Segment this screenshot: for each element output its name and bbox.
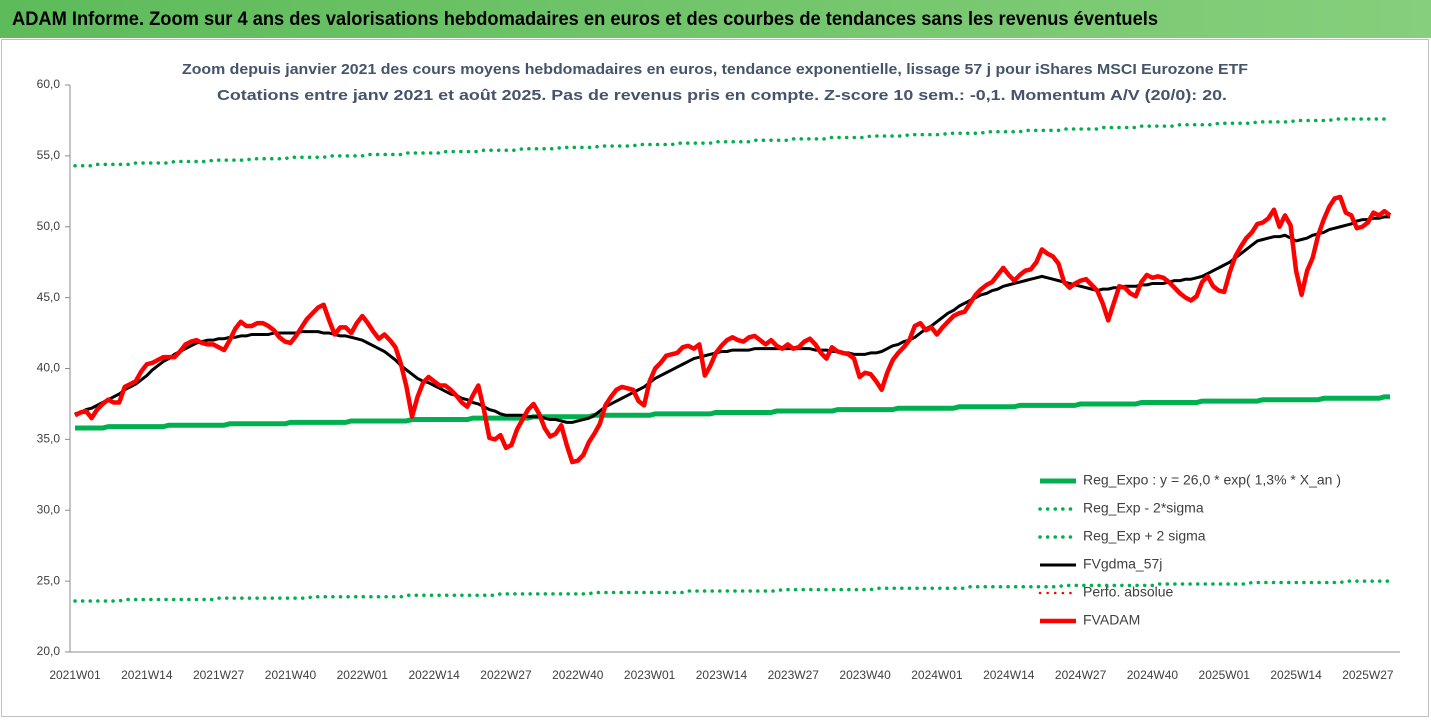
header-title: ADAM Informe. Zoom sur 4 ans des valoris… xyxy=(12,9,1158,30)
y-tick-label: 30,0 xyxy=(37,502,61,516)
series-line xyxy=(73,579,1392,603)
chart-title: Zoom depuis janvier 2021 des cours moyen… xyxy=(182,61,1248,78)
x-tick-label: 2025W01 xyxy=(1199,668,1251,682)
x-tick-label: 2025W27 xyxy=(1342,668,1394,682)
series-line xyxy=(73,194,1392,465)
x-tick-label: 2023W27 xyxy=(768,668,820,682)
x-tick-label: 2021W27 xyxy=(193,668,245,682)
x-tick-label: 2025W14 xyxy=(1270,668,1322,682)
y-tick-label: 55,0 xyxy=(37,148,61,162)
legend-label: FVgdma_57j xyxy=(1083,556,1162,572)
legend-label: Perfo. absolue xyxy=(1083,584,1173,600)
y-tick-label: 50,0 xyxy=(37,219,61,233)
x-tick-label: 2023W01 xyxy=(624,668,676,682)
legend-label: Reg_Exp - 2*sigma xyxy=(1083,500,1204,516)
x-tick-label: 2022W40 xyxy=(552,668,604,682)
legend-label: FVADAM xyxy=(1083,612,1140,628)
x-tick-label: 2022W27 xyxy=(480,668,532,682)
x-tick-label: 2021W01 xyxy=(49,668,101,682)
x-tick-label: 2024W14 xyxy=(983,668,1035,682)
x-tick-label: 2024W40 xyxy=(1127,668,1179,682)
y-tick-label: 35,0 xyxy=(37,432,61,446)
x-tick-label: 2022W14 xyxy=(408,668,460,682)
x-tick-label: 2024W27 xyxy=(1055,668,1107,682)
series-line xyxy=(73,117,1392,168)
y-tick-label: 20,0 xyxy=(37,644,61,658)
y-tick-label: 45,0 xyxy=(37,290,61,304)
x-tick-label: 2021W14 xyxy=(121,668,173,682)
y-tick-label: 25,0 xyxy=(37,573,61,587)
y-tick-label: 40,0 xyxy=(37,361,61,375)
legend-label: Reg_Expo : y = 26,0 * exp( 1,3% * X_an ) xyxy=(1083,472,1341,488)
y-tick-label: 60,0 xyxy=(37,77,61,91)
chart-frame xyxy=(1,39,1429,717)
x-tick-label: 2023W40 xyxy=(839,668,891,682)
x-tick-label: 2022W01 xyxy=(337,668,389,682)
series-line xyxy=(75,394,1390,431)
chart-subtitle: Cotations entre janv 2021 et août 2025. … xyxy=(217,87,1227,104)
legend-label: Reg_Exp + 2 sigma xyxy=(1083,528,1206,544)
x-tick-label: 2024W01 xyxy=(911,668,963,682)
header-banner xyxy=(0,0,1431,38)
x-tick-label: 2023W14 xyxy=(696,668,748,682)
x-tick-label: 2021W40 xyxy=(265,668,317,682)
